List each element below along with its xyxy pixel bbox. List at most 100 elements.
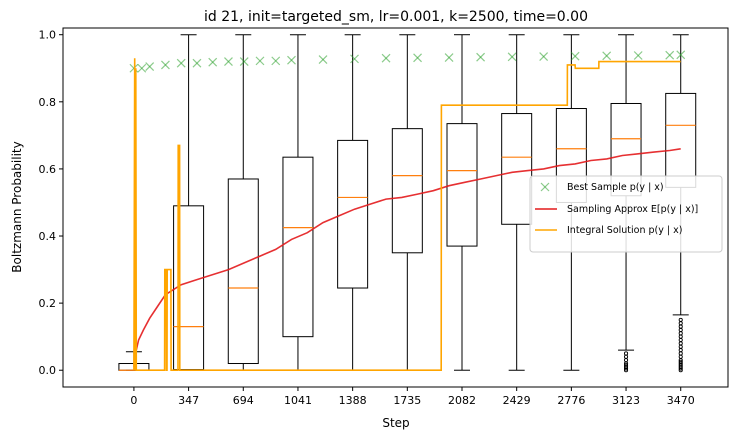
best-sample-marker (444, 53, 454, 62)
legend-label-best-sample: Best Sample p(y | x) (567, 182, 664, 193)
best-sample-marker-stroke (633, 51, 643, 60)
best-sample-marker-stroke (350, 54, 359, 64)
best-sample-marker (539, 52, 549, 61)
outlier-point (623, 354, 629, 359)
box-2082 (446, 34, 478, 371)
outlier-point (678, 341, 683, 346)
outlier-point (678, 324, 683, 329)
x-tick-label: 2776 (557, 394, 585, 407)
y-tick-label: 0.4 (39, 230, 57, 243)
best-sample-marker (602, 51, 612, 61)
best-sample-marker-stroke (287, 55, 296, 65)
x-tick-label: 1388 (339, 394, 367, 407)
y-tick-label: 1.0 (39, 29, 57, 42)
best-sample-marker-stroke (413, 53, 422, 63)
best-sample-marker-stroke (539, 52, 549, 61)
best-sample-marker (350, 54, 359, 64)
box-body (665, 92, 697, 188)
best-sample-marker (570, 51, 580, 61)
outlier-point (678, 351, 683, 356)
best-sample-marker-stroke (255, 56, 265, 66)
y-axis-label: Boltzmann Probability (10, 141, 24, 272)
best-sample-marker (318, 55, 328, 64)
y-tick-label: 0.6 (39, 163, 57, 176)
axes: 0.0 0.2 0.4 0.6 0.8 1.0 0 347 694 1041 1388 1735 208… (39, 27, 729, 407)
series-sampling-approx (133, 148, 681, 367)
outlier-point (678, 354, 683, 359)
best-sample-marker (239, 57, 249, 66)
x-axis-label: Step (382, 416, 409, 430)
x-tick-label: 3123 (612, 394, 640, 407)
box-1388 (337, 34, 369, 371)
series-integral-solution (133, 58, 681, 372)
outlier-point (623, 351, 629, 356)
best-sample-marker-stroke (507, 52, 517, 62)
best-sample-marker-stroke (161, 60, 170, 70)
x-tick-label: 0 (130, 394, 137, 407)
outlier-point (678, 344, 683, 349)
box-694 (227, 34, 259, 371)
outlier-point (678, 334, 683, 339)
axes-frame (62, 27, 729, 388)
best-sample-marker-stroke (570, 51, 580, 61)
best-sample-marker-stroke (192, 58, 202, 68)
legend-marker-best-sample (540, 182, 550, 192)
best-sample-marker (192, 58, 202, 68)
box-body (446, 123, 478, 247)
x-tick-label: 694 (233, 394, 254, 407)
best-sample-marker-stroke (318, 55, 328, 64)
best-sample-marker (381, 53, 391, 63)
best-sample-marker-stroke (145, 62, 155, 72)
x-tick-label: 1735 (393, 394, 421, 407)
chart-title: id 21, init=targeted_sm, lr=0.001, k=250… (204, 9, 588, 25)
outlier-point (678, 348, 683, 353)
x-tick-label: 3470 (667, 394, 695, 407)
outlier-point (678, 321, 683, 326)
outlier-point (623, 358, 629, 363)
best-sample-marker (145, 62, 155, 72)
best-sample-marker (476, 52, 486, 62)
box-1041 (282, 34, 314, 371)
best-sample-marker-stroke (676, 50, 686, 60)
best-sample-marker (224, 57, 233, 66)
outlier-point (678, 337, 683, 343)
legend: Best Sample p(y | x) Sampling Approx E[p… (529, 175, 723, 253)
outlier-point (678, 327, 683, 333)
best-sample-marker-stroke (602, 51, 612, 61)
best-sample-marker (633, 51, 643, 60)
legend-frame (529, 175, 723, 253)
best-sample-marker-stroke (137, 63, 147, 73)
best-sample-marker-stroke (224, 57, 233, 66)
outlier-point (678, 317, 683, 322)
x-tick-label: 347 (178, 394, 199, 407)
best-sample-marker (137, 63, 147, 73)
box-body (501, 113, 533, 225)
y-tick-label: 0.2 (39, 297, 57, 310)
best-sample-marker (161, 60, 170, 70)
best-sample-marker-stroke (271, 56, 281, 66)
best-sample-marker (208, 57, 218, 67)
best-sample-marker-stroke (208, 57, 218, 67)
outlier-point (623, 363, 629, 368)
best-sample-marker (665, 50, 675, 60)
x-tick-label: 2429 (503, 394, 531, 407)
outlier-point (678, 359, 683, 364)
best-sample-marker-stroke (381, 53, 391, 63)
box-body (282, 156, 314, 338)
best-sample-marker (676, 50, 686, 60)
x-tick-label: 1041 (284, 394, 312, 407)
y-tick-label: 0.0 (39, 364, 57, 377)
legend-label-sampling-approx: Sampling Approx E[p(y | x)] (567, 204, 698, 215)
series-best-sample (129, 50, 686, 73)
y-tick-label: 0.8 (39, 96, 57, 109)
box-body (227, 178, 259, 365)
best-sample-marker (176, 58, 186, 68)
best-sample-marker-stroke (239, 57, 249, 66)
best-sample-marker-stroke (444, 53, 454, 62)
x-tick-label: 2082 (448, 394, 476, 407)
outlier-point (678, 331, 683, 336)
best-sample-marker (255, 56, 265, 66)
box-body (391, 128, 423, 254)
best-sample-marker-stroke (476, 52, 486, 62)
